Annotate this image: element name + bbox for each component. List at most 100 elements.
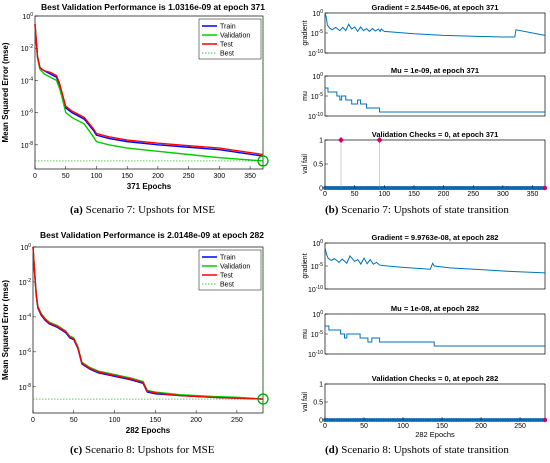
legend-label-best: Best [220,51,234,58]
caption-d-text: Scenario 8: Upshots of state transition [338,444,509,456]
y-tick-label: 10-8 [19,383,31,392]
caption-c-label: (c) [70,444,83,456]
chart-d: Gradient = 9.9763e-08, at epoch 282 gradi… [285,228,550,440]
y-tick-label: 100 [312,72,323,81]
x-axis-label: 282 Epochs [126,426,171,435]
y-tick-label: 100 [312,310,323,319]
series-gradient [324,12,546,38]
legend-label-test: Test [220,42,233,49]
legend-label-test: Test [220,273,233,280]
chart-b: Gradient = 2.5445e-06, at epoch 371 gradi… [285,0,550,207]
series-mu [325,325,545,347]
y-tick-label: 10-5 [311,262,323,271]
legend-label-validation: Validation [220,264,250,271]
y-tick-label: 100 [312,9,323,18]
series-gradient [324,247,546,274]
y-tick-label: 10-10 [308,350,323,359]
legend-box [198,249,262,291]
y-tick-label: 0 [319,186,323,193]
best-point-marker [257,155,269,167]
x-tick-label: 100 [397,423,409,430]
best-point-marker [257,393,269,405]
chart-title: Best Validation Performance is 2.0148e-0… [40,230,264,240]
legend-label-train: Train [220,255,236,262]
y-tick-label: 100 [312,239,323,248]
x-tick-label: 150 [436,423,448,430]
x-tick-label: 200 [152,173,164,180]
val-fail-last-point [542,185,548,191]
y-tick-label: 10-4 [21,76,33,85]
subplot-ylabel: mu [302,91,309,101]
caption-a: (a) Scenario 7: Upshots for MSE [70,204,215,216]
y-tick-label: 1 [319,382,323,389]
caption-b-text: Scenario 7: Upshots of state transition [338,204,509,216]
legend-label-train: Train [220,24,236,31]
y-tick-label: 10-6 [19,348,31,357]
x-tick-label: 100 [378,191,390,198]
caption-b: (b) Scenario 7: Upshots of state transit… [325,204,509,216]
x-tick-label: 0 [33,173,37,180]
subplot-area [324,12,546,54]
subplot-ylabel: gradient [302,20,309,45]
caption-c-text: Scenario 8: Upshots for MSE [82,444,215,456]
x-tick-label: 250 [183,173,195,180]
legend-label-validation: Validation [220,33,250,40]
x-tick-label: 200 [190,417,202,424]
val-fail-last-point [542,417,548,423]
y-tick-label: 10-5 [311,330,323,339]
val-check-marker [376,137,383,143]
x-axis-label: 282 Epochs [415,430,455,439]
series-mu [325,87,545,113]
x-tick-label: 300 [214,173,226,180]
x-tick-label: 350 [527,191,539,198]
x-tick-label: 100 [91,173,103,180]
y-tick-label: 10-5 [311,92,323,101]
subplot-title: Validation Checks = 0, at epoch 371 [372,130,499,139]
y-tick-label: 10-8 [21,141,33,150]
chart-title: Best Validation Performance is 1.0316e-0… [41,2,265,12]
y-tick-label: 10-6 [21,109,33,118]
x-tick-label: 200 [438,191,450,198]
x-tick-label: 150 [149,417,161,424]
x-tick-label: 50 [360,423,368,430]
y-tick-label: 10-2 [19,278,31,287]
caption-b-label: (b) [325,204,339,216]
x-tick-label: 0 [31,417,35,424]
subplot-ylabel: val fail [302,392,309,412]
y-tick-label: 100 [22,12,33,21]
x-tick-label: 150 [121,173,133,180]
x-tick-label: 50 [351,191,359,198]
y-axis-label: Mean Squared Error (mse) [1,280,10,380]
x-axis-label: 371 Epochs [415,198,455,200]
subplot-title: Gradient = 2.5445e-06, at epoch 371 [372,3,499,12]
subplot-title: Validation Checks = 0, at epoch 282 [372,374,499,383]
y-tick-label: 1 [319,138,323,145]
subplot-area [324,313,546,355]
x-tick-label: 250 [467,191,479,198]
subplot-ylabel: mu [302,329,309,339]
x-tick-label: 250 [514,423,526,430]
y-tick-label: 0 [319,418,323,425]
chart-b-svg: Gradient = 2.5445e-06, at epoch 371 gradi… [302,3,548,207]
x-tick-label: 350 [244,173,256,180]
y-tick-label: 10-4 [19,313,31,322]
caption-d: (d) Scenario 8: Upshots of state transit… [325,444,509,456]
caption-c: (c) Scenario 8: Upshots for MSE [70,444,215,456]
chart-a: Best Validation Performance is 1.0316e-0… [0,0,275,200]
subplot-title: Mu = 1e-09, at epoch 371 [391,66,479,75]
caption-a-label: (a) [70,204,83,216]
x-tick-label: 0 [323,191,327,198]
y-tick-label: 100 [20,243,31,252]
x-tick-label: 200 [475,423,487,430]
y-tick-label: 10-10 [308,112,323,121]
subplot-title: Mu = 1e-08, at epoch 282 [391,304,479,313]
chart-a-svg: Best Validation Performance is 1.0316e-0… [1,2,269,191]
x-tick-label: 50 [62,173,70,180]
y-tick-label: 10-10 [308,285,323,294]
chart-c: Best Validation Performance is 2.0148e-0… [0,228,275,440]
x-axis-label: 371 Epochs [127,182,172,191]
subplot-area [324,139,546,189]
caption-d-label: (d) [325,444,339,456]
x-tick-label: 0 [323,423,327,430]
subplot-title: Gradient = 9.9763e-08, at epoch 282 [372,233,499,242]
